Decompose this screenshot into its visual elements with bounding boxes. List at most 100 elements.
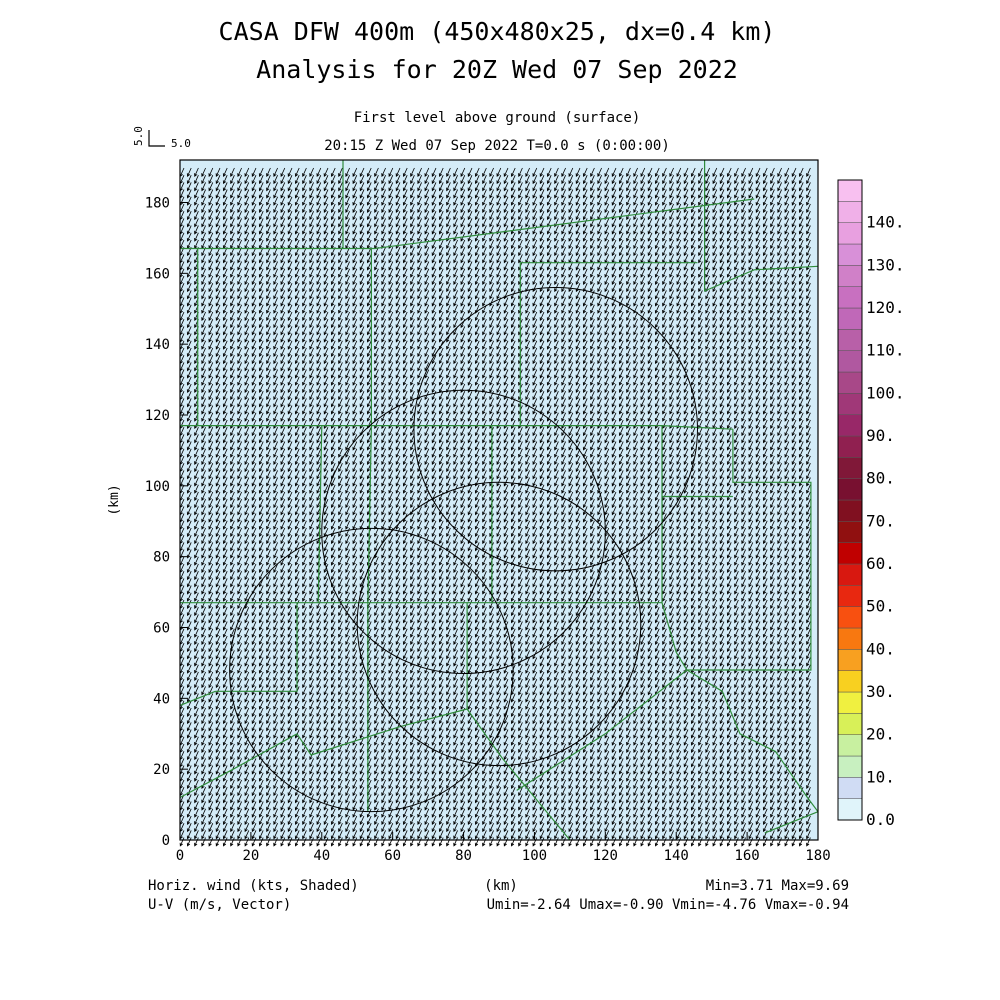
county-boundary-line [466, 602, 571, 841]
x-tick-label: 0 [176, 848, 184, 864]
plot-area [179, 159, 819, 847]
reference-vector-vertical-label: 5.0 [132, 126, 145, 146]
footer-left-2: U-V (m/s, Vector) [148, 897, 291, 913]
colorbar-swatch [837, 179, 863, 202]
colorbar-label: 60. [866, 554, 895, 573]
wind-speed-field [180, 160, 818, 840]
plot-frame [179, 159, 819, 841]
county-boundary-line [296, 708, 468, 756]
county-boundary-line [367, 248, 372, 812]
footer-right-1: Min=3.71 Max=9.69 [706, 878, 849, 894]
colorbar-label: 10. [866, 767, 895, 786]
colorbar-frame [837, 179, 863, 821]
y-tick-label: 180 [145, 196, 170, 212]
county-boundary-line [686, 669, 819, 813]
colorbar-label: 20. [866, 725, 895, 744]
colorbar-swatch [837, 499, 863, 522]
colorbar-swatch [837, 286, 863, 309]
title-line-2: Analysis for 20Z Wed 07 Sep 2022 [256, 55, 738, 84]
colorbar-swatch [837, 670, 863, 693]
county-boundary-line [317, 425, 323, 603]
colorbar-swatch [837, 307, 863, 330]
colorbar-swatch [837, 649, 863, 671]
colorbar-swatch [837, 798, 863, 821]
colorbar-swatch [837, 393, 863, 415]
reference-vector-horizontal-label: 5.0 [171, 137, 191, 150]
x-tick-label: 40 [313, 848, 330, 864]
county-boundary-line [519, 262, 698, 426]
x-tick-label: 180 [805, 848, 830, 864]
reference-vector: 5.0 5.0 [132, 126, 191, 150]
radar-range-rings [229, 287, 698, 813]
colorbar-swatch [837, 755, 863, 778]
colorbar-swatch [837, 329, 863, 351]
x-tick-label: 20 [242, 848, 259, 864]
x-tick-label: 100 [522, 848, 547, 864]
colorbar-swatch [837, 350, 863, 373]
y-tick-label: 0 [162, 833, 170, 849]
colorbar-swatch [837, 585, 863, 607]
level-label: First level above ground (surface) [354, 110, 641, 126]
y-tick-label: 120 [145, 408, 170, 424]
colorbar-label: 130. [866, 255, 905, 274]
colorbar-swatch [837, 563, 863, 586]
colorbar-label: 50. [866, 597, 895, 616]
title-line-1: CASA DFW 400m (450x480x25, dx=0.4 km) [219, 17, 776, 46]
county-boundary-line [215, 602, 298, 692]
county-boundary-line [179, 733, 298, 799]
y-tick-label: 160 [145, 266, 170, 282]
county-boundary-line [703, 160, 819, 292]
radar-range-ring [356, 481, 642, 767]
colorbar-label: 90. [866, 426, 895, 445]
colorbar-label: 40. [866, 639, 895, 658]
colorbar-swatch [837, 713, 863, 735]
colorbar-swatch [837, 478, 863, 501]
colorbar-label: 70. [866, 511, 895, 530]
colorbar-swatch [837, 414, 863, 437]
county-boundary-line [764, 811, 819, 834]
y-axis-label: (km) [107, 484, 122, 515]
footer-left-1: Horiz. wind (kts, Shaded) [148, 878, 359, 894]
colorbar-swatch [837, 691, 863, 714]
colorbar-swatch [837, 777, 863, 799]
y-tick-label: 20 [153, 762, 170, 778]
x-tick-label: 60 [384, 848, 401, 864]
colorbar-label: 140. [866, 213, 905, 232]
y-tick-label: 100 [145, 479, 170, 495]
colorbar-swatch [837, 201, 863, 223]
colorbar-swatch [837, 606, 863, 629]
x-tick-label: 120 [593, 848, 618, 864]
colorbar-swatch [837, 521, 863, 543]
colorbar-swatch [837, 371, 863, 394]
x-tick-label: 80 [455, 848, 472, 864]
colorbar-label: 100. [866, 383, 905, 402]
colorbar: 0.0 10. 20. 30. 40. 50. 60. 70. 80. 90. 100. 110. 12… [837, 179, 905, 829]
y-tick-label: 40 [153, 691, 170, 707]
county-boundary-line [661, 425, 812, 671]
x-axis-label: (km) [484, 878, 518, 894]
colorbar-swatch [837, 243, 863, 266]
colorbar-swatch [837, 542, 863, 565]
y-axis: 0 20 40 60 80 100 120 140 160 180 [145, 196, 188, 849]
county-boundaries [179, 160, 819, 841]
y-tick-label: 140 [145, 337, 170, 353]
colorbar-swatch [837, 222, 863, 245]
radar-range-ring [321, 389, 606, 675]
radar-range-ring [413, 287, 698, 572]
radar-range-ring [229, 527, 514, 813]
x-axis: 0 20 40 60 80 100 120 140 160 180 [176, 832, 831, 864]
time-label: 20:15 Z Wed 07 Sep 2022 T=0.0 s (0:00:00… [324, 138, 670, 154]
colorbar-label: 110. [866, 341, 905, 360]
colorbar-swatch [837, 457, 863, 479]
colorbar-label: 0.0 [866, 810, 895, 829]
y-tick-label: 80 [153, 550, 170, 566]
x-tick-label: 160 [734, 848, 759, 864]
county-boundary-line [179, 690, 216, 706]
county-boundary-line [516, 669, 688, 791]
colorbar-swatch [837, 734, 863, 757]
x-tick-label: 140 [664, 848, 689, 864]
colorbar-label: 120. [866, 298, 905, 317]
colorbar-label: 80. [866, 469, 895, 488]
colorbar-swatch [837, 265, 863, 287]
